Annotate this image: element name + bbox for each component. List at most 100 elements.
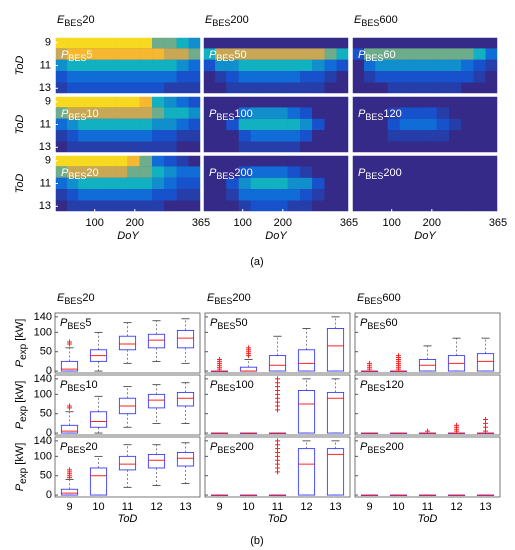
heat-cell (449, 200, 462, 212)
y-axis-label-symbol: P (14, 483, 26, 491)
heat-cell (473, 48, 486, 60)
heat-cell (226, 82, 239, 94)
heat-cell (263, 155, 276, 167)
x-axis-label: ToD (118, 513, 138, 525)
heat-cell (375, 96, 388, 108)
caption: (a) (250, 256, 263, 268)
heat-cell (115, 107, 128, 119)
heat-cell (449, 177, 462, 190)
heat-cell (78, 189, 91, 201)
heat-cell (78, 59, 91, 72)
column-header-symbol: E (357, 292, 365, 304)
column-header-symbol: E (205, 14, 213, 26)
y-tick-label: 13 (39, 141, 51, 153)
heat-cell (287, 130, 301, 142)
heat-cell (164, 200, 177, 212)
y-tick-label: 0 (46, 489, 52, 501)
column-header-symbol: E (354, 14, 362, 26)
box (60, 360, 79, 372)
heat-cell (424, 82, 437, 94)
y-axis-label-subscript: exp (18, 405, 29, 422)
box (268, 355, 287, 372)
panel-label-subscript: BES (216, 171, 234, 181)
heat-cell (238, 96, 252, 108)
heat-cell (67, 200, 79, 212)
heat-cell (164, 177, 177, 190)
heat-cell (399, 71, 413, 83)
heat-cell (473, 107, 486, 119)
heat-cell (399, 200, 413, 212)
heat-cell (436, 166, 450, 178)
panel-label-symbol: P (60, 317, 68, 329)
outlier (275, 376, 280, 382)
heat-cell (352, 155, 365, 167)
heat-cell (449, 71, 462, 83)
panel-label-symbol: P (210, 441, 218, 453)
panel-label-subscript: BES (67, 445, 85, 455)
heat-cell (215, 189, 227, 201)
heat-cell (412, 118, 425, 131)
heat-cell (449, 37, 462, 49)
heat-cell (102, 189, 116, 201)
heat-cell (449, 141, 462, 153)
heat-cell (300, 200, 313, 212)
heat-cell (263, 177, 276, 190)
panel-label-subscript: BES (68, 53, 86, 63)
heat-cell (375, 200, 388, 212)
heat-cell (485, 59, 499, 72)
heat-cell (352, 48, 365, 60)
heat-cell (127, 37, 140, 49)
heat-cell (215, 166, 227, 178)
heat-cell (67, 82, 79, 94)
heat-cell (287, 71, 301, 83)
heat-cell (90, 177, 104, 190)
heat-cell (188, 59, 202, 72)
heat-cell (115, 96, 128, 108)
heat-cell (275, 177, 288, 190)
heat-cell (67, 130, 79, 142)
heat-cell (324, 118, 337, 131)
heat-cell (203, 59, 216, 72)
heat-cell (176, 130, 189, 142)
heat-cell (387, 107, 401, 119)
x-tick-label: 200 (274, 217, 292, 229)
heat-cell (352, 141, 365, 153)
heat-cell (449, 96, 462, 108)
heat-cell (90, 96, 104, 108)
x-tick-label: 9 (366, 501, 372, 513)
heat-cell (127, 48, 140, 60)
panel-label-symbol: P (360, 441, 368, 453)
heat-cell (387, 189, 401, 201)
box (176, 452, 195, 467)
heat-cell (215, 130, 227, 142)
heat-cell (139, 59, 153, 72)
x-tick-label: 13 (479, 501, 491, 513)
y-axis-label-symbol: P (14, 359, 26, 367)
heat-cell (203, 177, 216, 190)
heat-cell (412, 71, 425, 83)
heat-cell (275, 189, 288, 201)
heat-cell (375, 48, 388, 60)
heat-cell (436, 130, 450, 142)
heat-cell (399, 82, 413, 94)
heat-cell (115, 118, 128, 131)
heat-cell (263, 107, 276, 119)
heat-cell (352, 107, 365, 119)
heat-cell (102, 37, 116, 49)
panel-label-subscript: BES (367, 445, 385, 455)
panel-frame (351, 36, 499, 95)
heat-cell (324, 200, 337, 212)
heat-cell (203, 141, 216, 153)
heat-cell (324, 177, 337, 190)
heat-cell (461, 189, 474, 201)
heat-cell (436, 177, 450, 190)
heat-cell (263, 59, 276, 72)
heat-cell (115, 59, 128, 72)
heat-cell (152, 96, 165, 108)
x-axis-label: DoY (414, 230, 436, 242)
heat-cell (127, 107, 140, 119)
heat-cell (399, 96, 413, 108)
heat-cell (324, 96, 337, 108)
heat-cell (473, 166, 486, 178)
box (326, 328, 345, 372)
